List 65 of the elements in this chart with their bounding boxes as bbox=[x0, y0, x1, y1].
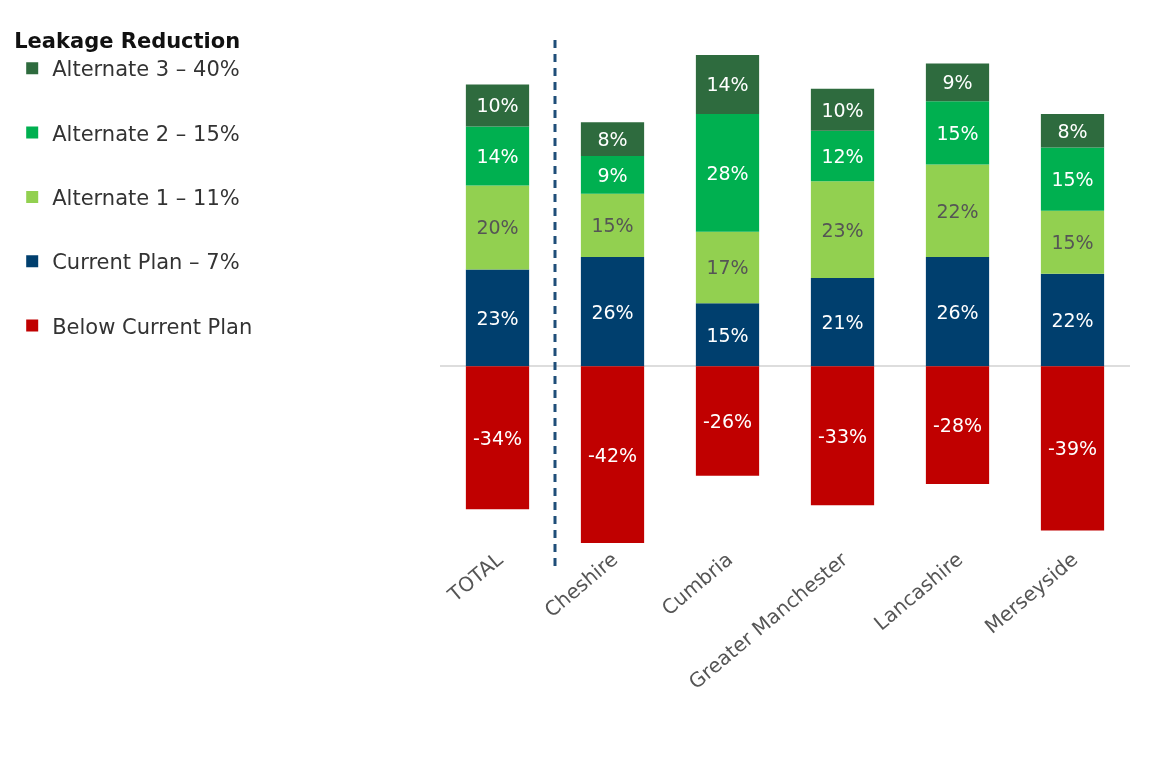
bar bbox=[465, 185, 530, 270]
data-label: 15% bbox=[1051, 168, 1094, 191]
bar bbox=[695, 113, 760, 232]
legend-label: Alternate 1 – 11% bbox=[52, 186, 240, 211]
bar bbox=[810, 366, 875, 506]
data-label: 15% bbox=[936, 121, 979, 144]
bar bbox=[810, 130, 875, 182]
bar bbox=[580, 366, 645, 543]
bar bbox=[1040, 210, 1105, 274]
data-label: -26% bbox=[702, 410, 753, 432]
bar bbox=[1040, 366, 1105, 531]
bar bbox=[810, 181, 875, 278]
data-label: -28% bbox=[932, 414, 983, 437]
bar bbox=[465, 269, 530, 367]
data-label: 26% bbox=[591, 300, 634, 323]
bar bbox=[465, 84, 530, 127]
data-label: 21% bbox=[821, 311, 864, 334]
data-label: 9% bbox=[942, 71, 973, 94]
bar bbox=[925, 256, 990, 367]
bar bbox=[925, 101, 990, 165]
bar bbox=[925, 63, 990, 102]
data-label: -33% bbox=[817, 424, 868, 447]
legend-label: Current Plan – 7% bbox=[52, 250, 240, 275]
bar bbox=[580, 155, 645, 194]
bar bbox=[1040, 113, 1105, 148]
bar bbox=[925, 164, 990, 257]
data-label: 26% bbox=[936, 300, 979, 323]
data-label: 14% bbox=[706, 73, 749, 96]
data-label: 9% bbox=[597, 163, 628, 186]
bar bbox=[1040, 273, 1105, 367]
bar bbox=[1040, 147, 1105, 211]
legend-title: Leakage Reduction bbox=[14, 29, 241, 54]
data-label: 14% bbox=[476, 144, 519, 167]
data-label: 12% bbox=[821, 144, 864, 167]
data-label: 8% bbox=[1057, 119, 1088, 142]
data-label: -34% bbox=[472, 426, 523, 449]
data-label: 23% bbox=[821, 218, 864, 241]
data-label: 10% bbox=[476, 94, 519, 117]
data-label: 22% bbox=[936, 199, 979, 222]
bar bbox=[695, 231, 760, 304]
bar bbox=[465, 366, 530, 510]
data-label: -42% bbox=[587, 443, 638, 466]
legend-label: Alternate 2 – 15% bbox=[52, 121, 240, 146]
bar bbox=[695, 366, 760, 476]
bar bbox=[810, 277, 875, 367]
bar bbox=[925, 366, 990, 485]
bar bbox=[695, 55, 760, 114]
bar bbox=[580, 256, 645, 367]
data-label: 17% bbox=[706, 256, 749, 279]
bar bbox=[580, 122, 645, 156]
legend-label: Below Current Plan bbox=[52, 314, 253, 339]
data-label: 15% bbox=[591, 214, 634, 237]
data-label: 8% bbox=[597, 128, 628, 151]
legend-label: Alternate 3 – 40% bbox=[52, 57, 240, 82]
data-label: 28% bbox=[706, 161, 749, 184]
data-label: 20% bbox=[476, 216, 519, 239]
data-label: -39% bbox=[1047, 437, 1098, 460]
data-label: 23% bbox=[476, 306, 519, 329]
data-label: 22% bbox=[1051, 309, 1094, 332]
data-label: 15% bbox=[1051, 231, 1094, 254]
bar bbox=[695, 303, 760, 367]
data-label: 10% bbox=[821, 98, 864, 121]
bar bbox=[465, 126, 530, 186]
data-label: 15% bbox=[706, 323, 749, 346]
bar bbox=[580, 193, 645, 257]
